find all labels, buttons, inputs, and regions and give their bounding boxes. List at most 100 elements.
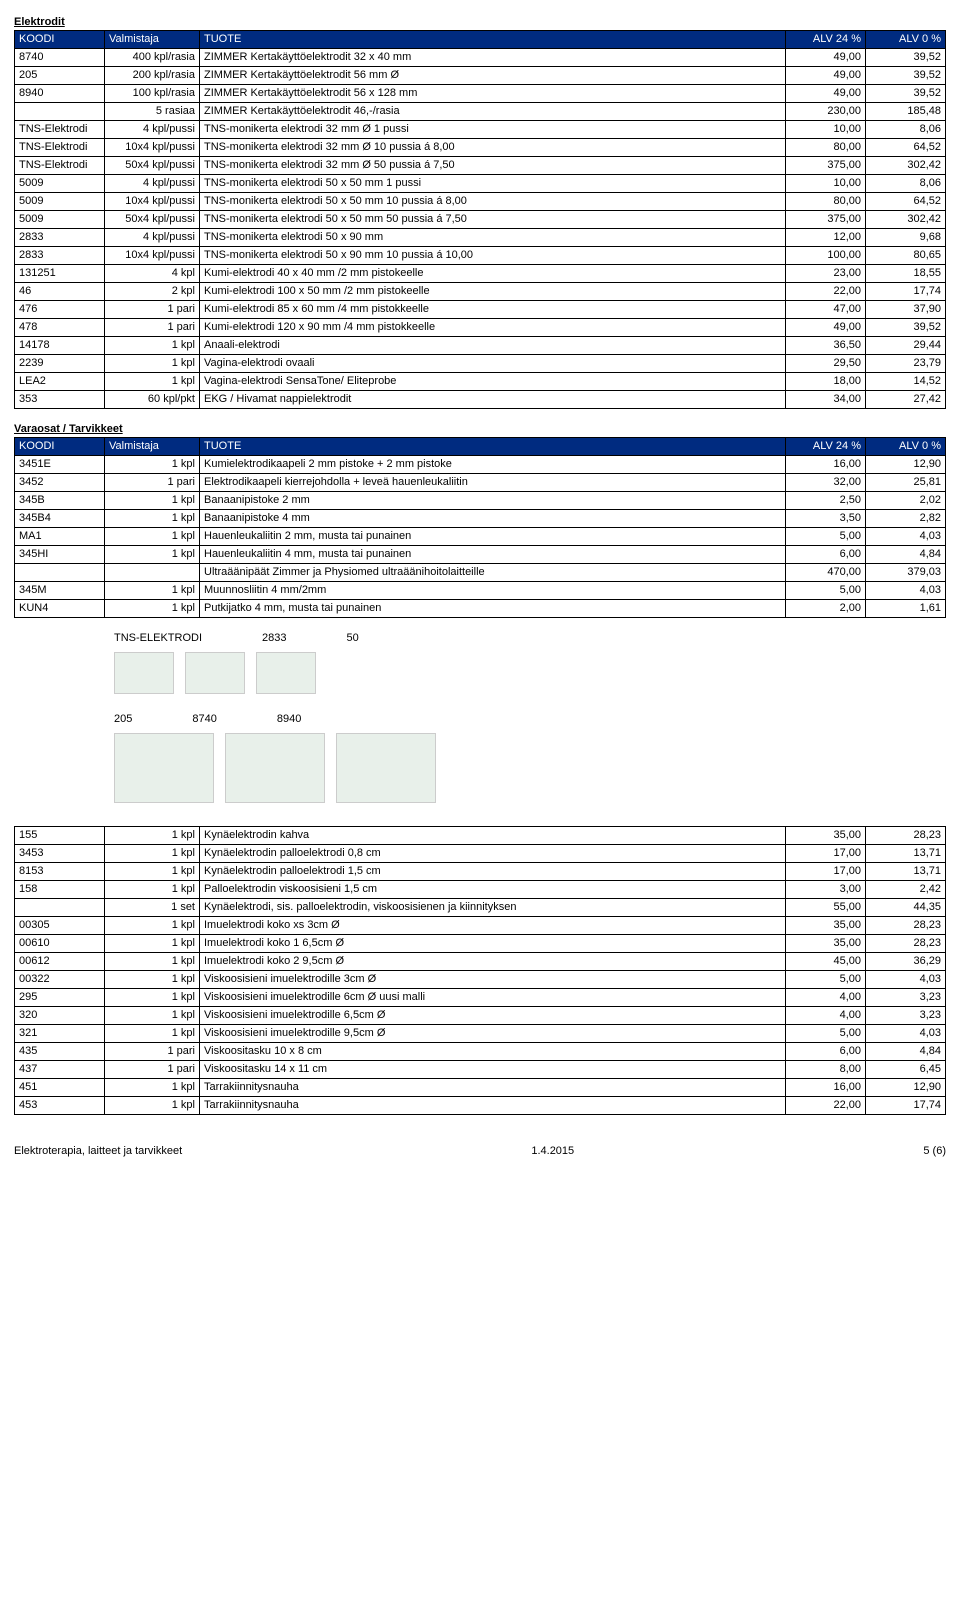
table-row: 2951 kplViskoosisieni imuelektrodille 6c… [15,989,946,1007]
table-cell: 2,02 [866,492,946,510]
table-cell: 1 kpl [105,1097,200,1115]
table-cell: 3453 [15,845,105,863]
table-cell: 17,74 [866,283,946,301]
table-row: 8740400 kpl/rasiaZIMMER Kertakäyttöelekt… [15,49,946,67]
table-cell: 6,00 [786,546,866,564]
table-cell: 1 kpl [105,863,200,881]
table-cell: 60 kpl/pkt [105,391,200,409]
table-cell: 4,00 [786,1007,866,1025]
table-cell: 302,42 [866,211,946,229]
table-cell: Muunnosliitin 4 mm/2mm [200,582,786,600]
table-cell: 23,00 [786,265,866,283]
table-row: 3211 kplViskoosisieni imuelektrodille 9,… [15,1025,946,1043]
img-label: 2833 [262,632,286,644]
table-cell: 1 kpl [105,355,200,373]
table-cell: Hauenleukaliitin 4 mm, musta tai punaine… [200,546,786,564]
table-row: LEA21 kplVagina-elektrodi SensaTone/ Eli… [15,373,946,391]
table-cell: 435 [15,1043,105,1061]
table-cell: 10,00 [786,175,866,193]
table-cell [15,564,105,582]
table-cell: 00612 [15,953,105,971]
table-cell: TNS-Elektrodi [15,121,105,139]
table-cell: 10,00 [786,121,866,139]
table-cell: 1 kpl [105,337,200,355]
table-cell: Ultraäänipäät Zimmer ja Physiomed ultraä… [200,564,786,582]
th-tuote: TUOTE [200,438,786,456]
table-cell: 5009 [15,193,105,211]
table-cell: LEA2 [15,373,105,391]
footer-right: 5 (6) [923,1145,946,1157]
table-cell: 12,00 [786,229,866,247]
table-cell: 1 kpl [105,989,200,1007]
table-cell: Kynäelektrodi, sis. palloelektrodin, vis… [200,899,786,917]
table-cell: Putkijatko 4 mm, musta tai punainen [200,600,786,618]
table-cell: 35,00 [786,827,866,845]
th-koodi: KOODI [15,438,105,456]
table-cell: TNS-monikerta elektrodi 50 x 50 mm 10 pu… [200,193,786,211]
table-cell: 320 [15,1007,105,1025]
table-cell: 400 kpl/rasia [105,49,200,67]
table-cell: 1 kpl [105,510,200,528]
table-row: TNS-Elektrodi4 kpl/pussiTNS-monikerta el… [15,121,946,139]
table-row: 50094 kpl/pussiTNS-monikerta elektrodi 5… [15,175,946,193]
table-cell: 17,74 [866,1097,946,1115]
table-row: Ultraäänipäät Zimmer ja Physiomed ultraä… [15,564,946,582]
table-cell: 4,03 [866,1025,946,1043]
table-cell: 49,00 [786,319,866,337]
table-cell: 5,00 [786,528,866,546]
table-cell: 437 [15,1061,105,1079]
table-cell: 00610 [15,935,105,953]
table-cell [15,103,105,121]
table-row: 345B41 kplBanaanipistoke 4 mm3,502,82 [15,510,946,528]
table-cell: TNS-monikerta elektrodi 32 mm Ø 10 pussi… [200,139,786,157]
table-cell: 1 kpl [105,971,200,989]
table-cell: 18,00 [786,373,866,391]
table-cell: 4,03 [866,971,946,989]
table-cell: 80,00 [786,193,866,211]
product-image [185,652,245,694]
table-cell: 80,65 [866,247,946,265]
table-elektrodit: KOODI Valmistaja TUOTE ALV 24 % ALV 0 % … [14,30,946,409]
table-row: KUN41 kplPutkijatko 4 mm, musta tai puna… [15,600,946,618]
img-label: 8940 [277,713,301,725]
table-cell: 4 kpl/pussi [105,121,200,139]
table-cell: TNS-monikerta elektrodi 50 x 50 mm 1 pus… [200,175,786,193]
table-cell: 5,00 [786,582,866,600]
table-cell: 23,79 [866,355,946,373]
table-cell: 36,50 [786,337,866,355]
table-cell: Banaanipistoke 2 mm [200,492,786,510]
table-cell: 29,44 [866,337,946,355]
table-cell: 12,90 [866,1079,946,1097]
table-row: 500910x4 kpl/pussiTNS-monikerta elektrod… [15,193,946,211]
table-cell: 14178 [15,337,105,355]
table-cell: EKG / Hivamat nappielektrodit [200,391,786,409]
table-cell [15,899,105,917]
table-cell: 302,42 [866,157,946,175]
table-cell: 17,00 [786,863,866,881]
table-cell: Viskoosisieni imuelektrodille 6cm Ø uusi… [200,989,786,1007]
table-cell: Viskoosisieni imuelektrodille 9,5cm Ø [200,1025,786,1043]
table-row: 141781 kplAnaali-elektrodi36,5029,44 [15,337,946,355]
table-cell: 476 [15,301,105,319]
table-cell: 1 pari [105,474,200,492]
table-row: 4351 pariViskoositasku 10 x 8 cm6,004,84 [15,1043,946,1061]
table-cell: Imuelektrodi koko 2 9,5cm Ø [200,953,786,971]
table-cell: 375,00 [786,211,866,229]
table-cell: 39,52 [866,85,946,103]
table-cell: 4,84 [866,546,946,564]
table-row: 283310x4 kpl/pussiTNS-monikerta elektrod… [15,247,946,265]
table-cell: 1 kpl [105,953,200,971]
product-image [114,652,174,694]
table-cell: 4 kpl [105,265,200,283]
table-cell: Kumi-elektrodi 85 x 60 mm /4 mm pistokke… [200,301,786,319]
table-cell: 3452 [15,474,105,492]
table-cell: 200 kpl/rasia [105,67,200,85]
table-cell: 3,00 [786,881,866,899]
table-header-row: KOODI Valmistaja TUOTE ALV 24 % ALV 0 % [15,438,946,456]
table-cell: 5009 [15,211,105,229]
table-cell: 8,06 [866,121,946,139]
table-cell: 158 [15,881,105,899]
table-cell: Palloelektrodin viskoosisieni 1,5 cm [200,881,786,899]
table-cell: 345B4 [15,510,105,528]
table-cell: 37,90 [866,301,946,319]
